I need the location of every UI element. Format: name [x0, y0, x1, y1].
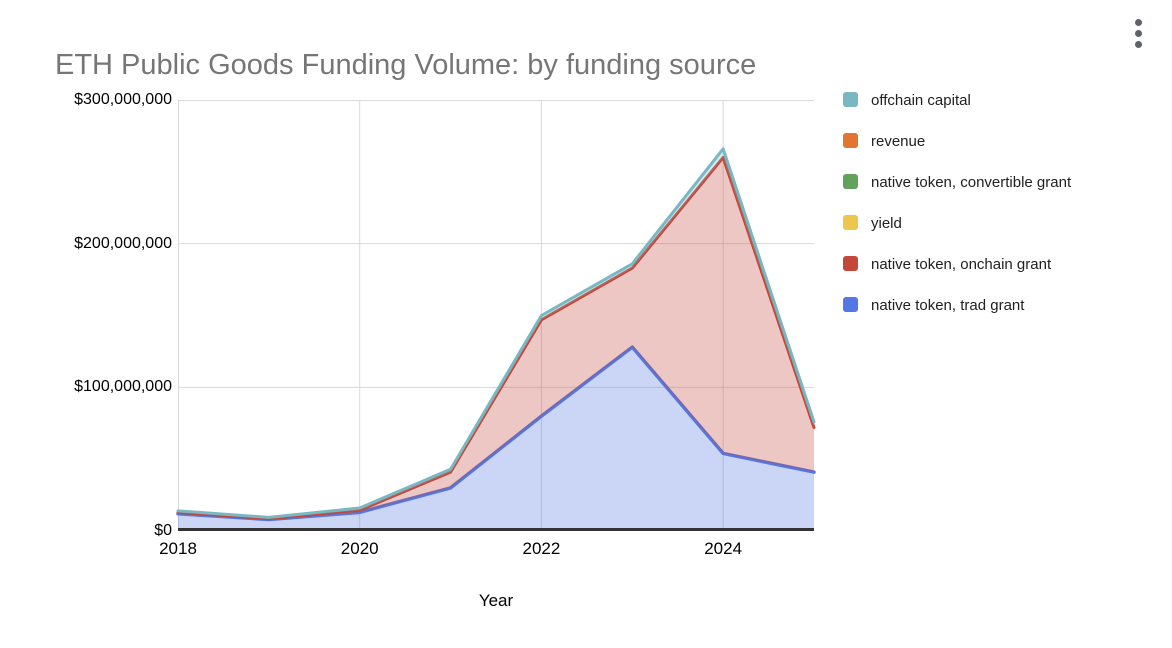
kebab-menu-icon — [1134, 29, 1142, 37]
x-axis-title: Year — [478, 591, 514, 610]
legend-color-swatch — [843, 174, 858, 189]
legend-label: native token, trad grant — [871, 297, 1025, 314]
legend-item-native-token-convertible-grant: native token, convertible grant — [843, 173, 1153, 192]
legend-item-native-token-onchain-grant: native token, onchain grant — [843, 255, 1153, 274]
legend-item-offchain-capital: offchain capital — [843, 91, 1153, 110]
legend-label: revenue — [871, 133, 926, 150]
y-axis-tick-label: $200,000,000 — [74, 234, 172, 252]
legend-label: native token, convertible grant — [871, 174, 1072, 191]
legend-color-swatch — [843, 256, 858, 271]
legend-label: offchain capital — [871, 92, 971, 109]
y-axis-tick-label: $300,000,000 — [74, 91, 172, 108]
y-axis-labels: $0 $100,000,000 $200,000,000 $300,000,000 — [0, 0, 172, 648]
legend-item-native-token-trad-grant: native token, trad grant — [843, 296, 1153, 315]
kebab-menu-icon — [1134, 18, 1142, 26]
legend-color-swatch — [843, 133, 858, 148]
series-band-native-token-trad-grant — [178, 347, 814, 531]
series-line-offchain-capital — [176, 147, 816, 519]
x-axis-tick-label: 2022 — [522, 539, 561, 558]
kebab-menu-icon — [1134, 40, 1142, 48]
chart-menu-button[interactable] — [1122, 10, 1154, 56]
y-axis-tick-label: $0 — [154, 522, 172, 539]
series-band-native-token-onchain-grant — [178, 157, 814, 520]
legend-item-revenue: revenue — [843, 132, 1153, 151]
legend-item-yield: yield — [843, 214, 1153, 233]
x-axis-tick-label: 2020 — [340, 539, 379, 558]
legend: offchain capital revenue native token, con… — [843, 91, 1153, 337]
plot-area — [176, 100, 816, 531]
y-axis-tick-label: $100,000,000 — [74, 378, 172, 396]
legend-color-swatch — [843, 215, 858, 230]
legend-color-swatch — [843, 92, 858, 107]
legend-color-swatch — [843, 297, 858, 312]
series-line-native-token-onchain-grant — [176, 155, 816, 521]
legend-label: yield — [871, 215, 902, 232]
chart-title: ETH Public Goods Funding Volume: by fund… — [55, 49, 757, 82]
stacked-area-chart — [176, 100, 816, 531]
x-axis-tick-label: 2024 — [704, 539, 743, 558]
legend-label: native token, onchain grant — [871, 256, 1052, 273]
